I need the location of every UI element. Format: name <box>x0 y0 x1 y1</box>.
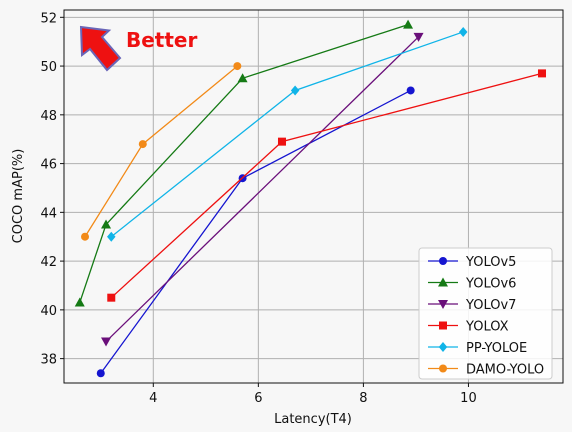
data-point <box>290 85 300 96</box>
better-annotation: Better <box>79 25 197 72</box>
series-line <box>105 36 420 343</box>
data-point <box>233 62 242 71</box>
series-yolox <box>107 69 546 302</box>
y-tick-label: 52 <box>40 11 57 26</box>
legend-label: YOLOv7 <box>465 298 516 313</box>
data-point <box>406 86 415 95</box>
data-point <box>458 26 468 37</box>
legend-label: YOLOX <box>465 320 509 335</box>
legend-marker <box>438 342 448 352</box>
data-point <box>277 137 286 146</box>
x-tick-label: 6 <box>254 391 262 406</box>
series-pp-yoloe <box>107 26 468 242</box>
better-label: Better <box>126 28 197 52</box>
data-point <box>101 219 112 229</box>
legend-marker <box>438 300 448 309</box>
data-point <box>101 337 112 347</box>
data-point <box>107 231 116 242</box>
data-point <box>403 19 414 29</box>
y-tick-label: 46 <box>40 158 57 173</box>
legend-marker <box>439 321 447 330</box>
x-tick-label: 8 <box>359 391 367 406</box>
legend-label: YOLOv5 <box>465 255 516 270</box>
y-tick-label: 48 <box>40 109 57 124</box>
plot-frame <box>63 9 564 384</box>
series-damo-yolo <box>81 62 242 241</box>
better-arrow-icon <box>79 25 122 72</box>
data-point <box>237 73 248 83</box>
legend-marker <box>439 257 447 265</box>
legend-label: DAMO-YOLO <box>466 363 544 378</box>
legend-marker <box>439 364 447 373</box>
series-yolov6 <box>74 19 414 307</box>
x-tick-label: 4 <box>149 391 157 406</box>
data-point <box>81 232 90 241</box>
series-line <box>79 24 409 303</box>
series-layer <box>74 19 546 378</box>
data-point <box>413 32 424 42</box>
series-yolov7 <box>101 32 424 347</box>
x-tick-label: 10 <box>460 391 477 406</box>
legend: YOLOv5 YOLOv6 YOLOv7 YOLOX PP-YOLOE DAMO-YOLO <box>418 247 553 380</box>
data-point <box>74 297 85 307</box>
legend-marker <box>438 277 448 287</box>
y-tick-label: 42 <box>40 255 57 270</box>
legend-label: YOLOv6 <box>465 277 516 292</box>
data-point <box>107 293 116 302</box>
y-tick-label: 50 <box>40 60 57 75</box>
legend-label: PP-YOLOE <box>466 341 527 356</box>
data-point <box>537 69 546 78</box>
y-tick-label: 44 <box>40 206 57 221</box>
legend-box <box>418 247 553 380</box>
y-tick-label: 38 <box>40 353 57 368</box>
x-axis-label: Latency(T4) <box>274 412 352 427</box>
grid <box>64 10 563 383</box>
data-point <box>96 369 105 378</box>
y-axis-label: COCO mAP(%) <box>11 149 26 244</box>
data-point <box>138 140 147 149</box>
y-tick-label: 40 <box>40 304 57 319</box>
